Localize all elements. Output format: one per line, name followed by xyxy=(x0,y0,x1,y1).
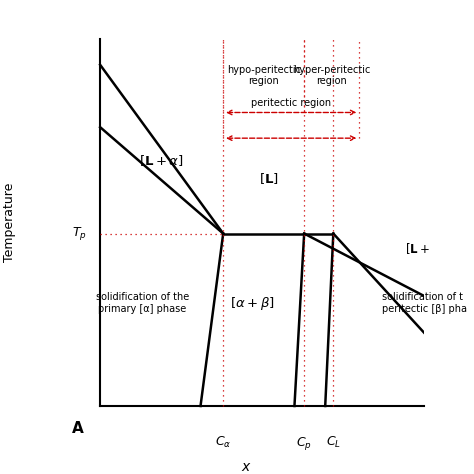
Text: $[\mathbf{L}]$: $[\mathbf{L}]$ xyxy=(259,171,278,186)
Text: $[\mathbf{L}+$: $[\mathbf{L}+$ xyxy=(405,241,429,255)
Text: $[\mathbf{L}+\alpha]$: $[\mathbf{L}+\alpha]$ xyxy=(139,153,184,168)
Text: solidification of t
peritectic [β] pha: solidification of t peritectic [β] pha xyxy=(382,292,467,314)
Text: hypo-peritectic
region: hypo-peritectic region xyxy=(227,65,301,86)
Text: $C_{\alpha}$: $C_{\alpha}$ xyxy=(215,435,231,450)
Text: $C_p$: $C_p$ xyxy=(296,435,312,452)
Text: peritectic region: peritectic region xyxy=(251,98,331,108)
Text: $[\alpha+\beta]$: $[\alpha+\beta]$ xyxy=(230,295,275,312)
Text: $T_p$: $T_p$ xyxy=(73,225,87,242)
Text: solidification of the
primary [α] phase: solidification of the primary [α] phase xyxy=(96,292,189,314)
Text: Temperature: Temperature xyxy=(3,183,16,262)
Text: $x$: $x$ xyxy=(241,460,252,474)
Text: $\mathbf{A}$: $\mathbf{A}$ xyxy=(71,420,84,436)
Text: $C_L$: $C_L$ xyxy=(326,435,341,450)
Text: hyper-peritectic
region: hyper-peritectic region xyxy=(293,65,370,86)
